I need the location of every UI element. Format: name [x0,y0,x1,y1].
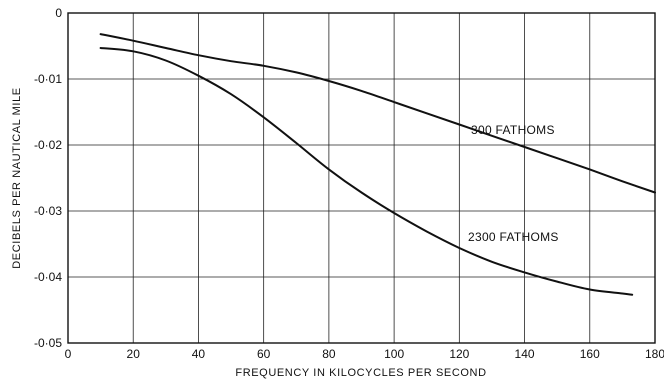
x-tick-label: 60 [257,347,271,361]
x-tick-label: 40 [192,347,206,361]
x-tick-labels: 0 20 40 60 80 100 120 140 160 180 [65,347,664,361]
series-line-0 [99,33,656,194]
series-label-2300-fathoms: 2300 FATHOMS [468,230,559,244]
series-lines [99,33,656,296]
series-label-300-fathoms: 300 FATHOMS [471,123,555,137]
y-tick-label: -0·04 [34,270,62,284]
y-tick-label: 0 [55,6,62,20]
y-axis-label: DECIBELS PER NAUTICAL MILE [11,87,23,268]
x-tick-label: 0 [65,347,72,361]
y-tick-label: -0·02 [34,138,62,152]
x-tick-label: 180 [645,347,664,361]
plot-frame [67,12,656,344]
x-axis-label: FREQUENCY IN KILOCYCLES PER SECOND [235,367,486,379]
grid [68,13,655,343]
y-tick-label: -0·03 [34,204,62,218]
x-tick-label: 160 [580,347,600,361]
series-line-1 [99,47,634,296]
y-tick-labels: 0 -0·01 -0·02 -0·03 -0·04 -0·05 [34,6,62,350]
x-tick-label: 140 [515,347,535,361]
y-tick-label: -0·01 [34,72,62,86]
x-tick-label: 20 [127,347,141,361]
y-tick-label: -0·05 [34,336,62,350]
x-tick-label: 120 [449,347,469,361]
x-tick-label: 80 [322,347,336,361]
x-tick-label: 100 [384,347,404,361]
